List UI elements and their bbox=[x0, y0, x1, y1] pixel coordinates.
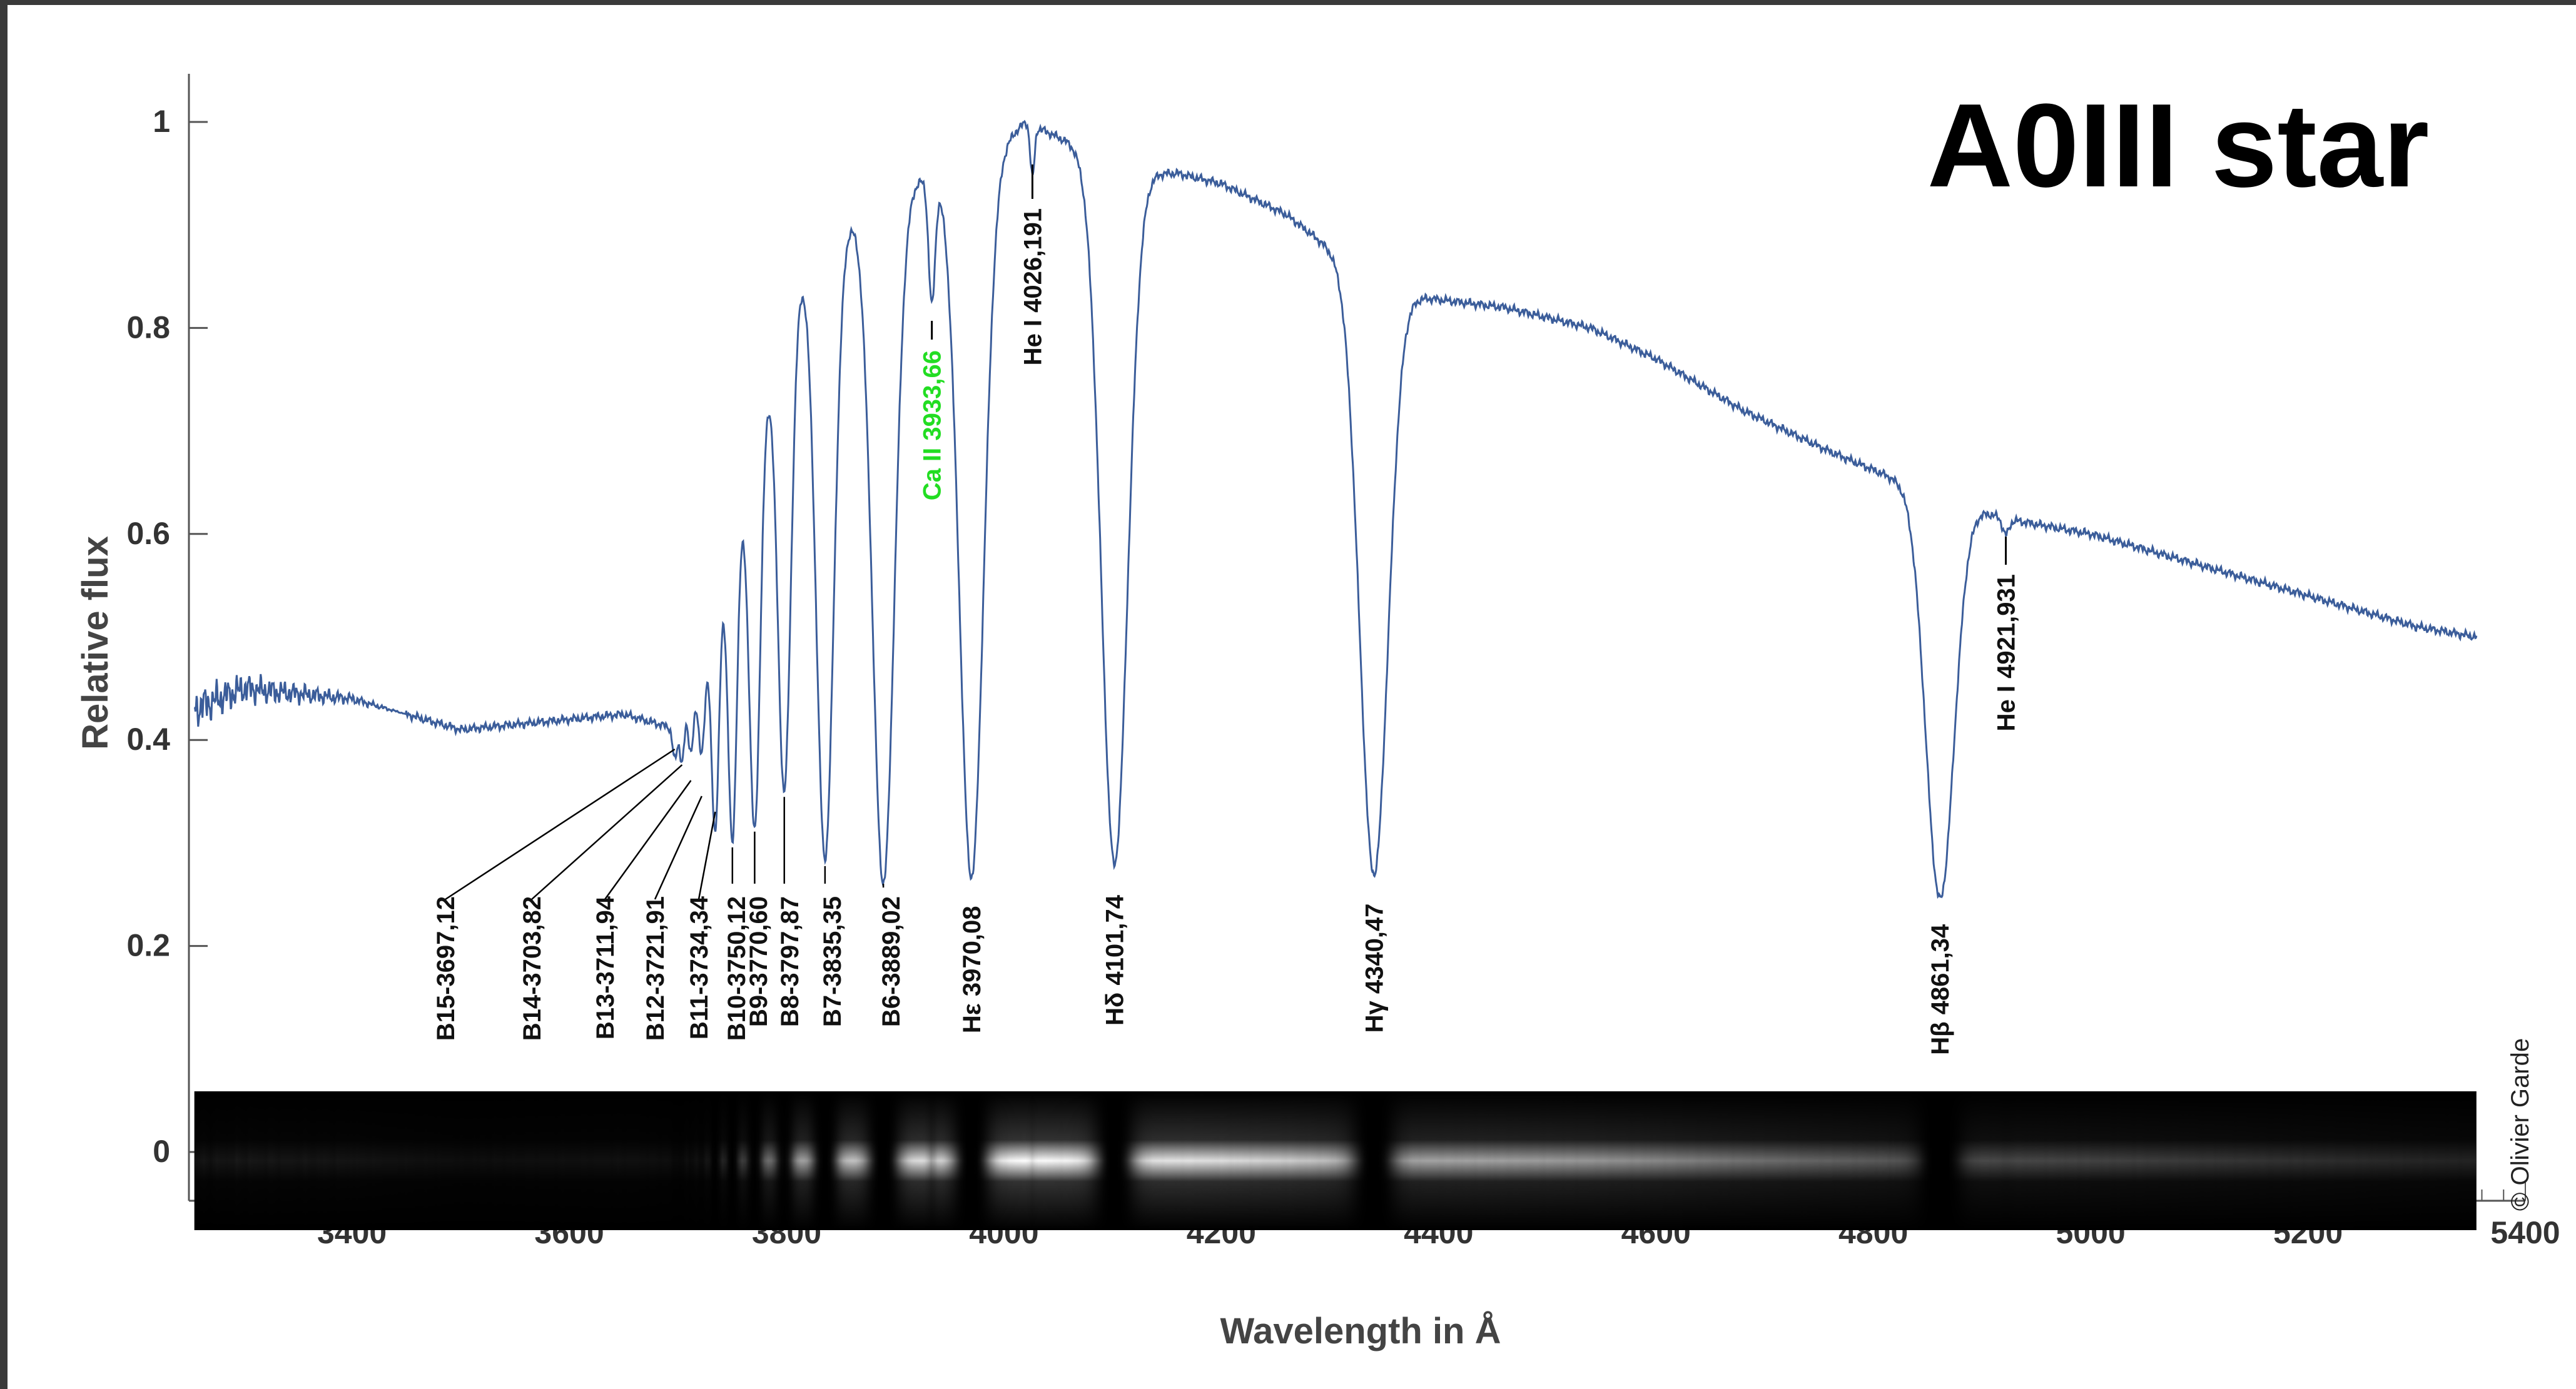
spectrum-series bbox=[193, 119, 2478, 899]
spectrum-strip bbox=[194, 1091, 2477, 1230]
line-label: B10-3750,12 bbox=[723, 896, 751, 1041]
spectrum-line bbox=[193, 119, 2478, 899]
line-label: Ca II 3933,66 bbox=[919, 350, 946, 500]
credit-text: © Olivier Garde bbox=[2507, 1038, 2534, 1211]
line-label: B9-3770,60 bbox=[745, 896, 773, 1027]
x-tick-label: 5400 bbox=[2490, 1215, 2560, 1250]
line-label: Hγ 4340,47 bbox=[1361, 904, 1388, 1033]
leader-line bbox=[697, 811, 716, 900]
line-label: B7-3835,35 bbox=[819, 896, 846, 1027]
y-tick-label: 1 bbox=[153, 104, 170, 139]
line-label: B14-3703,82 bbox=[519, 896, 546, 1041]
spectrum-strip-light bbox=[194, 1091, 2477, 1230]
y-tick-label: 0.2 bbox=[126, 928, 170, 963]
y-tick-label: 0.4 bbox=[126, 722, 170, 757]
leader-line bbox=[654, 796, 702, 900]
y-tick-label: 0 bbox=[153, 1134, 170, 1169]
y-tick-label: 0.8 bbox=[126, 310, 170, 345]
line-label: B12-3721,91 bbox=[642, 896, 669, 1041]
line-label: B15-3697,12 bbox=[432, 896, 460, 1041]
line-label: Hε 3970,08 bbox=[958, 906, 986, 1034]
line-label: He I 4921,931 bbox=[1992, 574, 2020, 731]
leader-line bbox=[604, 780, 692, 900]
line-label: He I 4026,191 bbox=[1019, 208, 1047, 365]
y-axis-title: Relative flux bbox=[75, 536, 116, 750]
leader-line bbox=[531, 764, 683, 900]
line-annotations: B15-3697,12 B14-3703,82 B13-3711,94 B12-372… bbox=[432, 164, 2020, 1055]
x-axis-title: Wavelength in Å bbox=[1220, 1311, 1501, 1351]
line-label: Hδ 4101,74 bbox=[1102, 894, 1129, 1026]
y-axis: 0 0.2 0.4 0.6 0.8 1 bbox=[126, 74, 208, 1201]
line-label: Hβ 4861,34 bbox=[1927, 924, 1954, 1055]
line-label: B6-3889,02 bbox=[878, 896, 905, 1027]
y-tick-label: 0.6 bbox=[126, 516, 170, 551]
line-label: B11-3734,34 bbox=[686, 896, 713, 1039]
spectrum-chart: A0III star 00.20.40.60.81 3400 3600 3800 40… bbox=[75, 74, 2560, 1351]
line-label: B13-3711,94 bbox=[592, 896, 619, 1039]
chart-title: A0III star bbox=[1927, 79, 2430, 212]
chart-frame: A0III star 0 0.2 0.4 0.6 0.8 1 3400 3600 3800 40… bbox=[8, 5, 2576, 1389]
line-label: B8-3797,87 bbox=[776, 896, 804, 1027]
leader-line bbox=[445, 748, 676, 901]
